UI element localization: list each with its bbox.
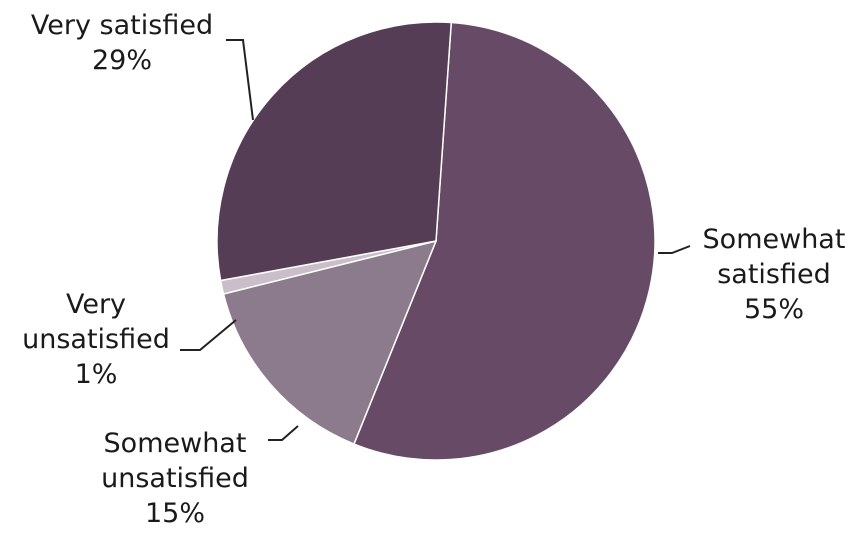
pie-slice-very-satisfied [216, 21, 453, 282]
slice-labels: Somewhat satisfied 55% Somewhat unsatisfied 1… [22, 10, 845, 529]
slice-label-very-unsatisfied: Very unsatisfied 1% [22, 289, 170, 390]
slice-label-somewhat-satisfied: Somewhat satisfied 55% [703, 224, 846, 325]
slice-label-line: unsatisfied [101, 463, 249, 494]
pie-slice-somewhat-satisfied [352, 21, 656, 461]
slice-label-line: Somewhat [703, 224, 846, 255]
leader-line-somewhat-satisfied [658, 245, 691, 254]
slice-label-line: Very satisfied [31, 10, 213, 41]
pie-slices [216, 21, 656, 461]
slice-label-line: unsatisfied [22, 324, 170, 355]
slice-label-line: Very [66, 289, 126, 320]
leader-line-very-satisfied [226, 39, 254, 121]
slice-label-line: Somewhat [104, 428, 247, 459]
slice-label-somewhat-unsatisfied: Somewhat unsatisfied 15% [101, 428, 249, 529]
slice-label-line: satisfied [717, 259, 831, 290]
leader-line-very-unsatisfied [180, 319, 237, 351]
slice-percent: 55% [744, 294, 804, 325]
slice-percent: 1% [75, 359, 118, 390]
leader-lines [180, 39, 691, 441]
leader-line-somewhat-unsatisfied [268, 425, 299, 441]
pie-slice-somewhat-unsatisfied [222, 239, 438, 446]
slice-label-very-satisfied: Very satisfied 29% [31, 10, 213, 76]
slice-percent: 15% [145, 498, 205, 529]
slice-percent: 29% [92, 45, 152, 76]
